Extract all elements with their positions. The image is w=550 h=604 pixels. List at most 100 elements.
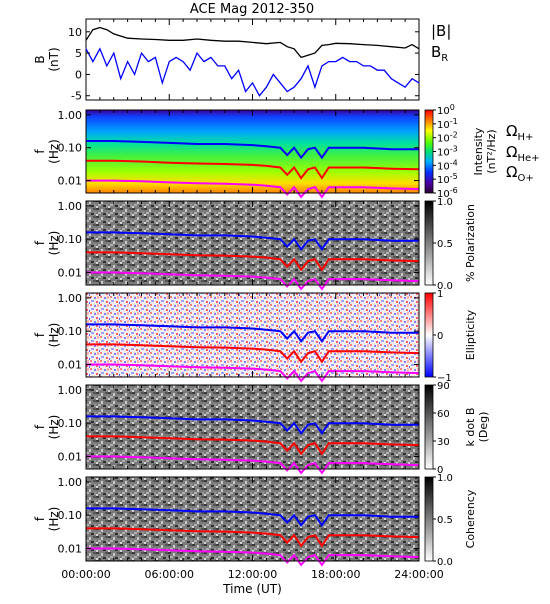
f-ytick-label: 1.00	[58, 292, 83, 305]
intensity-spectrogram	[86, 110, 419, 193]
time-tick-label: 12:00:00	[228, 568, 277, 581]
legend-omega-he-symbol: Ω	[506, 143, 517, 161]
kdotb-colorbar-units: (Deg)	[477, 412, 490, 443]
kdotb-gyro-line-1	[86, 435, 420, 456]
intensity-gyro-line-1	[86, 159, 420, 180]
legend-omega-h-symbol: Ω	[506, 122, 517, 140]
colorbar-tick-exp: 0	[450, 103, 455, 112]
panel-ylabel-units: (nT)	[47, 47, 61, 71]
time-tick-label: 06:00:00	[145, 568, 194, 581]
ellipticity-colorbar-label: Ellipticity	[464, 309, 477, 360]
ellipticity-colorbar	[424, 292, 434, 378]
panel-ylabel: f	[33, 240, 47, 245]
legend-omega-he: ΩHe+	[506, 143, 540, 164]
colorbar-tick-base: 10	[437, 189, 450, 200]
colorbar-tick-label: −1	[437, 373, 452, 384]
intensity-gyro-line-2	[86, 179, 420, 199]
polarization-colorbar-label: % Polarization	[464, 204, 477, 282]
kdotb-gyro-line-2	[86, 455, 420, 475]
kdotb-colorbar	[424, 384, 434, 470]
polarization-gyro-line-1	[86, 251, 420, 272]
coherency-gyro-line-1	[86, 527, 420, 548]
chart-title: ACE Mag 2012-350	[190, 2, 314, 17]
colorbar-tick-label: 90	[437, 381, 450, 392]
f-ytick-label: 0.10	[58, 142, 83, 155]
panel-ylabel-units: (Hz)	[47, 323, 61, 348]
kdotb-spectrogram	[86, 385, 419, 469]
ellipticity-gyro-line-0	[86, 323, 419, 343]
panel-ylabel-units: (Hz)	[47, 139, 61, 164]
f-ytick-label: 0.01	[58, 175, 83, 188]
intensity-gyro-line-0	[86, 140, 419, 160]
b-panel-frame	[85, 18, 420, 101]
colorbar-tick-label: 0	[437, 465, 443, 476]
colorbar-tick-label: 0.5	[437, 515, 453, 526]
polarization-colorbar	[424, 200, 434, 286]
coherency-spectrogram	[86, 477, 419, 561]
colorbar-tick-label: 10-5	[437, 172, 458, 186]
colorbar-tick-exp: -5	[450, 172, 458, 181]
panel-ylabel-units: (Hz)	[47, 507, 61, 532]
colorbar-tick-base: 10	[437, 148, 450, 159]
colorbar-tick-label: 100	[437, 103, 455, 117]
legend-b-total: |B|	[431, 22, 451, 40]
f-ytick-label: 0.10	[58, 325, 83, 338]
colorbar-tick-label: 60	[437, 409, 450, 420]
f-ytick-label: 0.10	[58, 233, 83, 246]
panel-ylabel-units: (Hz)	[47, 231, 61, 256]
legend-b-r-sub: R	[441, 53, 448, 64]
coherency-colorbar-label: Coherency	[464, 489, 477, 548]
colorbar-tick-label: 10-4	[437, 158, 458, 172]
colorbar-tick-label: 0.0	[437, 281, 453, 292]
time-tick-label: 18:00:00	[311, 568, 360, 581]
legend-omega-h: ΩH+	[506, 122, 533, 143]
time-axis-label: Time (UT)	[222, 582, 282, 596]
f-ytick-label: 0.01	[58, 450, 83, 463]
colorbar-tick-label: 10-1	[437, 117, 458, 131]
panel-ylabel: f	[33, 149, 47, 154]
series-b-r	[85, 47, 420, 97]
f-ytick-label: 1.00	[58, 476, 83, 489]
colorbar-tick-label: 1	[437, 289, 443, 300]
colorbar-tick-exp: -4	[450, 158, 458, 167]
colorbar-tick-base: 10	[437, 161, 450, 172]
b-ytick-label: 10	[68, 26, 82, 39]
f-ytick-label: 0.10	[58, 417, 83, 430]
ellipticity-gyro-line-1	[86, 343, 420, 364]
colorbar-tick-label: 10-2	[437, 131, 458, 145]
colorbar-tick-base: 10	[437, 134, 450, 145]
panel-ylabel: f	[33, 424, 47, 429]
legend-omega-h-sub: H+	[517, 132, 533, 143]
colorbar-tick-label: 0	[437, 331, 443, 342]
coherency-gyro-line-0	[86, 507, 419, 527]
intensity-colorbar-units: (nT²/Hz)	[485, 129, 498, 173]
b-ytick-label: -5	[71, 90, 82, 103]
legend-omega-o: ΩO+	[506, 163, 534, 184]
colorbar-tick-exp: -2	[450, 131, 458, 140]
f-ytick-label: 0.01	[58, 542, 83, 555]
legend-omega-o-symbol: Ω	[506, 163, 517, 181]
panel-ylabel: f	[33, 332, 47, 337]
b-ytick-label: 0	[75, 68, 82, 81]
f-ytick-label: 1.00	[58, 109, 83, 122]
kdotb-tone	[86, 385, 419, 469]
polarization-gyro-line-0	[86, 231, 419, 251]
colorbar-tick-base: 10	[437, 120, 450, 131]
b-ytick-label: 5	[75, 47, 82, 60]
time-tick-label: 24:00:00	[394, 568, 443, 581]
kdotb-gyro-line-0	[86, 415, 419, 435]
f-ytick-label: 0.01	[58, 358, 83, 371]
legend-omega-he-sub: He+	[517, 153, 539, 164]
f-ytick-label: 1.00	[58, 384, 83, 397]
time-tick-label: 00:00:00	[61, 568, 110, 581]
colorbar-tick-exp: -6	[450, 186, 458, 195]
panel-ylabel-units: (Hz)	[47, 415, 61, 440]
colorbar-tick-exp: -3	[450, 145, 458, 154]
colorbar-tick-label: 30	[437, 437, 450, 448]
coherency-tone	[86, 477, 419, 561]
colorbar-tick-base: 10	[437, 175, 450, 186]
colorbar-tick-label: 0.0	[437, 557, 453, 568]
panel-ylabel: f	[33, 516, 47, 521]
